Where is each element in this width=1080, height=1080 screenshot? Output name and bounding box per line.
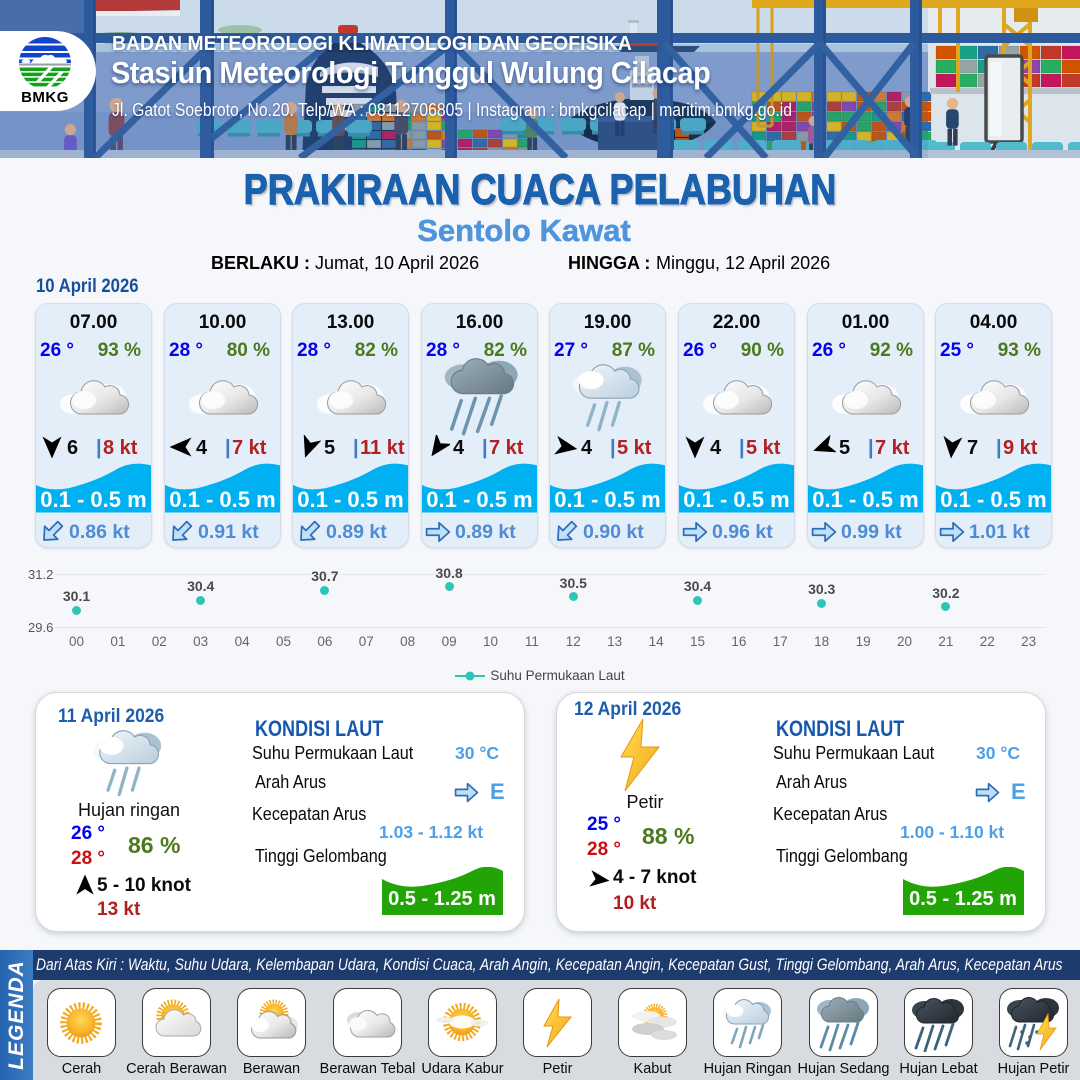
svg-text:0.5 - 1.25 m: 0.5 - 1.25 m xyxy=(909,888,1017,910)
svg-text:0.5 - 1.25 m: 0.5 - 1.25 m xyxy=(388,888,496,910)
svg-text:BMKG: BMKG xyxy=(21,89,69,106)
